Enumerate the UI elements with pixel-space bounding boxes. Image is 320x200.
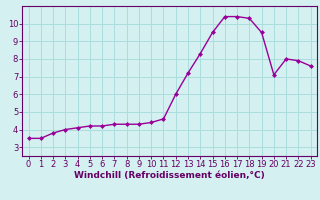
X-axis label: Windchill (Refroidissement éolien,°C): Windchill (Refroidissement éolien,°C) [74,171,265,180]
